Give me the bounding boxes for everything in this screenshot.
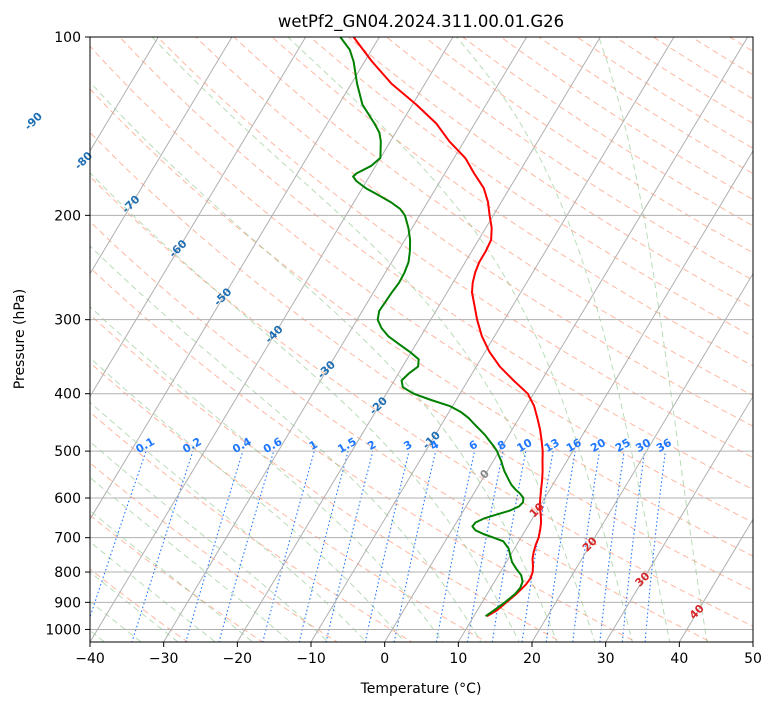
isotherm-gridlines [90, 37, 753, 642]
y-tick-label: 1000 [45, 622, 81, 638]
mixing-ratio-line [393, 450, 437, 642]
mixing-ratio-line [262, 450, 315, 642]
dry-adiabat-line [614, 37, 753, 125]
x-axis-ticks: −40 −30 −20 −10 0 10 20 30 40 50 [75, 642, 762, 667]
y-axis-ticks: 100 200 300 400 500 600 700 800 900 1000 [45, 30, 90, 638]
chart-title: wetPf2_GN04.2024.311.00.01.G26 [278, 12, 564, 32]
x-tick-label: −30 [149, 651, 179, 667]
isotherm-gridline [90, 37, 159, 152]
y-tick-label: 400 [54, 387, 81, 403]
mixing-ratio-line [435, 450, 476, 642]
y-tick-label: 700 [54, 531, 81, 547]
plot-frame [89, 36, 754, 643]
y-tick-label: 800 [54, 565, 81, 581]
y-tick-label: 200 [54, 208, 81, 224]
sounding-profiles [339, 37, 544, 618]
x-tick-label: −40 [75, 651, 105, 667]
dry-adiabat-line [156, 37, 753, 459]
isotherm-gridline [310, 37, 675, 642]
y-tick-label: 600 [54, 491, 81, 507]
isotherm-gridline [605, 395, 753, 642]
dry-adiabat-line [423, 37, 753, 254]
dry-adiabat-line [233, 37, 753, 397]
isotherm-gridline [531, 272, 753, 642]
isotherm-gridline [236, 37, 601, 642]
dry-adiabat-line [90, 45, 753, 523]
dry-adiabat-line [90, 88, 753, 557]
x-tick-label: 10 [449, 651, 467, 667]
mixing-ratio-line [325, 450, 374, 642]
dry-adiabat-line [90, 175, 753, 627]
dry-adiabat-line [271, 37, 753, 367]
dry-adiabat-line [90, 313, 563, 642]
mixing-ratio-lines [90, 450, 666, 642]
mixing-ratio-line [185, 450, 244, 642]
mixing-ratio-line [218, 450, 275, 642]
moist-adiabat-line [598, 37, 708, 642]
x-tick-label: 30 [597, 651, 615, 667]
dry-adiabat-line [90, 514, 264, 642]
y-tick-label: 500 [54, 444, 81, 460]
x-tick-label: −10 [296, 651, 326, 667]
x-tick-label: 40 [670, 651, 688, 667]
isotherm-gridline [90, 37, 233, 275]
dry-adiabat-line [385, 37, 753, 281]
isotherm-gridline [163, 37, 528, 642]
dry-adiabat-line [90, 131, 753, 592]
x-tick-label: 0 [380, 651, 389, 667]
y-axis-label: Pressure (hPa) [12, 289, 28, 389]
x-axis-label: Temperature (°C) [360, 681, 482, 697]
x-tick-label: −20 [223, 651, 253, 667]
isobar-gridlines [90, 37, 753, 630]
dewpoint-profile-line [339, 37, 525, 618]
isotherm-gridline [457, 149, 753, 642]
mixing-ratio-line [364, 450, 410, 642]
isotherm-gridline [90, 37, 454, 642]
dry-adiabat-line [347, 37, 753, 309]
y-tick-label: 300 [54, 313, 81, 329]
y-tick-label: 100 [54, 30, 81, 46]
mixing-ratio-line [131, 450, 194, 642]
isotherm-gridline [678, 518, 753, 642]
y-tick-label: 900 [54, 595, 81, 611]
plot-area [90, 37, 753, 642]
dry-adiabat-line [90, 220, 712, 642]
isotherm-gridline [90, 37, 307, 398]
isotherm-gridline [384, 37, 749, 642]
isotherm-gridline [90, 37, 380, 521]
mixing-ratio-line [298, 450, 349, 642]
dry-adiabat-line [90, 462, 339, 642]
moist-adiabat-line [456, 37, 671, 642]
dry-adiabat-line [195, 37, 753, 427]
temperature-profile-line [352, 37, 544, 618]
x-tick-label: 50 [744, 651, 762, 667]
dry-adiabat-line [309, 37, 753, 338]
x-tick-label: 20 [523, 651, 541, 667]
